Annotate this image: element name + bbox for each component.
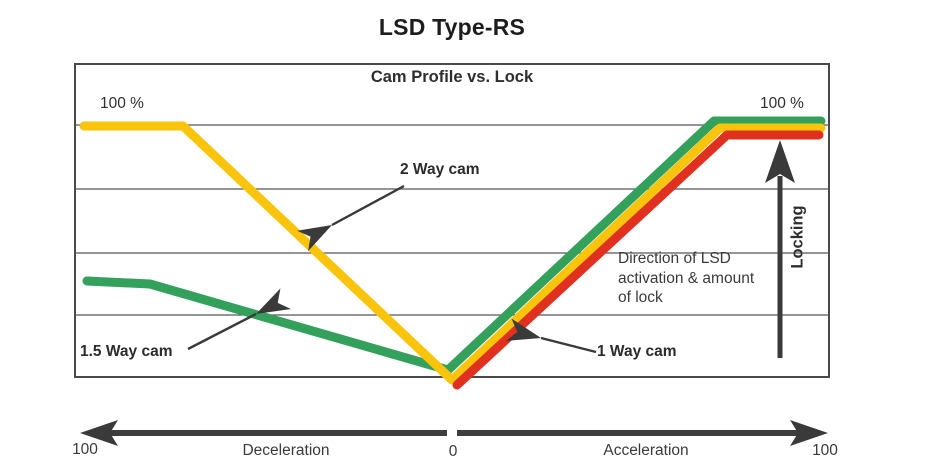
deceleration-label: Deceleration: [242, 442, 330, 459]
one-way-cam-label: 1 Way cam: [597, 343, 677, 360]
chart-title: Cam Profile vs. Lock: [370, 68, 534, 86]
x-tick-right-100: 100: [812, 442, 838, 459]
direction-note: Direction of LSD activation & amount of …: [618, 249, 793, 308]
x-tick-left-100: 100: [72, 441, 98, 458]
x-axis-right-arrowhead: [790, 420, 828, 446]
one-way-cam-line: [452, 130, 824, 390]
one-five-way-cam-arrow: [187, 288, 292, 351]
one-five-way-cam-line: [82, 116, 826, 375]
two-way-cam-arrow: [297, 184, 405, 252]
left-100-percent-label: 100 %: [100, 95, 144, 112]
direction-note-line2: activation & amount: [618, 269, 755, 287]
plot-border: [74, 63, 830, 378]
one-way-cam-arrow: [505, 318, 597, 354]
x-tick-zero: 0: [448, 443, 458, 460]
direction-note-line1: Direction of LSD: [618, 250, 731, 267]
locking-arrow-head: [765, 140, 795, 183]
acceleration-label: Acceleration: [603, 442, 689, 459]
x-axis-left-arrowhead: [80, 420, 118, 446]
direction-note-line3: of lock: [618, 289, 663, 306]
two-way-cam-line: [79, 121, 826, 385]
page-title: LSD Type-RS: [378, 14, 526, 40]
right-100-percent-label: 100 %: [760, 95, 804, 112]
two-way-cam-label: 2 Way cam: [400, 161, 480, 178]
one-five-way-cam-label: 1.5 Way cam: [80, 343, 173, 360]
locking-axis-label: Locking: [788, 205, 807, 269]
